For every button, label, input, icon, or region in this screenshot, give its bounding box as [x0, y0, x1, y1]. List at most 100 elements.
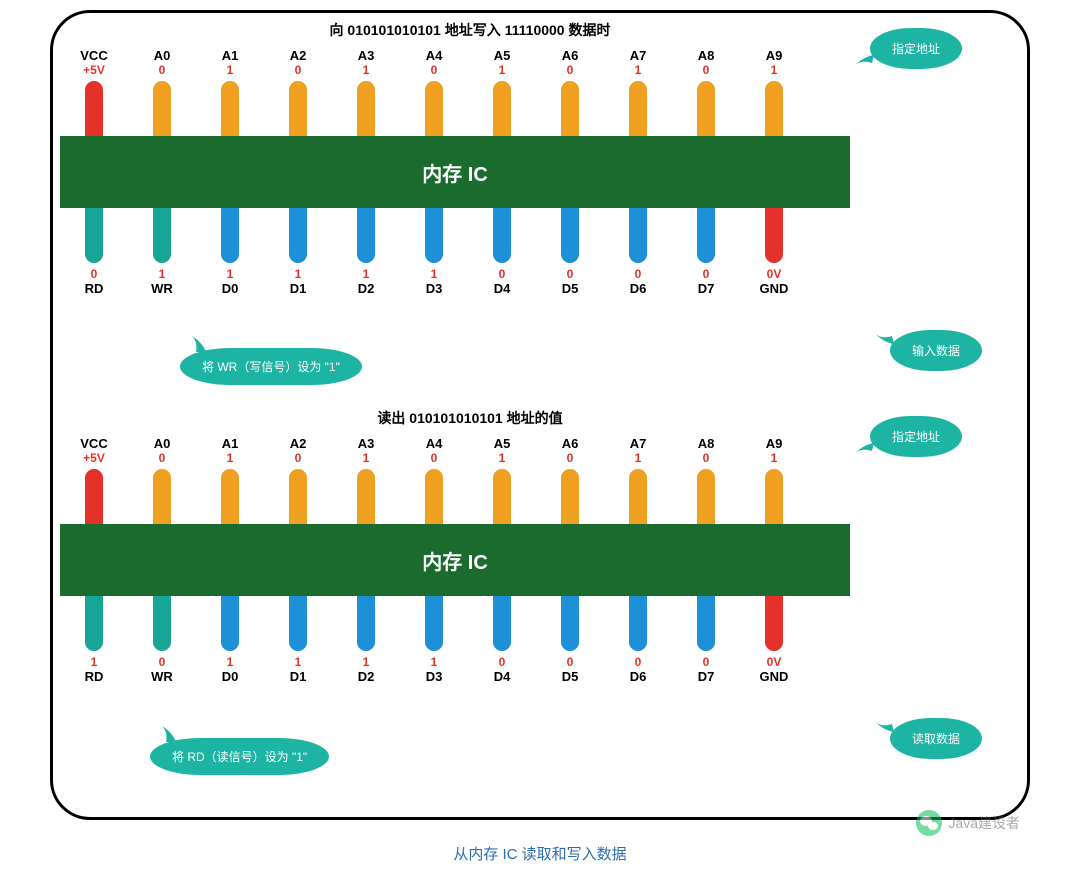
pin-value: 1	[227, 63, 234, 77]
pin-value: 1	[499, 63, 506, 77]
pin-label: A8	[698, 436, 715, 451]
pin-value: 0	[567, 63, 574, 77]
pin-label: WR	[151, 669, 173, 684]
pin-a5: A51	[468, 436, 536, 524]
pin-label: A0	[154, 48, 171, 63]
pin-value: 1	[635, 63, 642, 77]
pin-value: 0	[703, 267, 710, 281]
pin-label: A2	[290, 48, 307, 63]
pin-label: D3	[426, 669, 443, 684]
bubble-data-read: 读取数据	[890, 718, 982, 759]
pin-label: D5	[562, 281, 579, 296]
pin-d0: 1D0	[196, 596, 264, 684]
pin-bar	[153, 81, 171, 136]
pin-bar	[289, 596, 307, 651]
pin-rd: 0RD	[60, 208, 128, 296]
ic-chip: 内存 IC	[60, 136, 850, 208]
pin-label: D5	[562, 669, 579, 684]
pin-bar	[425, 81, 443, 136]
pin-label: D2	[358, 281, 375, 296]
pin-label: D4	[494, 281, 511, 296]
pin-bar	[221, 81, 239, 136]
pin-vcc: VCC+5V	[60, 48, 128, 136]
pin-label: A7	[630, 48, 647, 63]
pin-value: 1	[499, 451, 506, 465]
pin-gnd: 0VGND	[740, 596, 808, 684]
pin-label: A3	[358, 436, 375, 451]
pin-a4: A40	[400, 48, 468, 136]
pin-value: 1	[227, 267, 234, 281]
pin-wr: 1WR	[128, 208, 196, 296]
pin-vcc: VCC+5V	[60, 436, 128, 524]
pin-value: 0	[159, 655, 166, 669]
pin-bar	[697, 596, 715, 651]
pin-value: 1	[295, 267, 302, 281]
pin-label: A5	[494, 436, 511, 451]
pin-value: 0	[499, 267, 506, 281]
pin-value: 0	[567, 451, 574, 465]
pin-value: 1	[363, 451, 370, 465]
pin-bar	[561, 208, 579, 263]
pin-value: +5V	[83, 451, 105, 465]
pin-label: D2	[358, 669, 375, 684]
pin-label: A6	[562, 48, 579, 63]
pin-label: A0	[154, 436, 171, 451]
watermark-text: Java建设者	[948, 813, 1020, 833]
pin-bar	[765, 81, 783, 136]
pin-bar	[629, 208, 647, 263]
pin-a1: A11	[196, 48, 264, 136]
diagram-write: 向 010101010101 地址写入 11110000 数据时 VCC+5VA…	[60, 20, 880, 296]
pin-value: 1	[227, 451, 234, 465]
pin-bar	[153, 208, 171, 263]
pin-bar	[85, 469, 103, 524]
pin-a2: A20	[264, 48, 332, 136]
watermark: Java建设者	[916, 810, 1020, 836]
pin-value: 1	[227, 655, 234, 669]
bubble-rd-note: 将 RD（读信号）设为 "1"	[150, 738, 329, 775]
pin-bar	[289, 469, 307, 524]
pin-a7: A71	[604, 48, 672, 136]
pin-bar	[629, 596, 647, 651]
pin-value: 1	[431, 655, 438, 669]
pin-label: D0	[222, 669, 239, 684]
pin-value: 0	[295, 63, 302, 77]
pin-a1: A11	[196, 436, 264, 524]
pin-value: 1	[363, 655, 370, 669]
pin-bar	[697, 469, 715, 524]
pin-wr: 0WR	[128, 596, 196, 684]
pin-a8: A80	[672, 48, 740, 136]
pin-label: D3	[426, 281, 443, 296]
pin-bar	[357, 596, 375, 651]
pin-bar	[425, 469, 443, 524]
pin-value: 1	[295, 655, 302, 669]
pin-bar	[153, 469, 171, 524]
pin-label: D7	[698, 669, 715, 684]
pin-d7: 0D7	[672, 208, 740, 296]
pin-label: A9	[766, 436, 783, 451]
pin-value: 1	[91, 655, 98, 669]
pin-bar	[697, 208, 715, 263]
diagram-read: 读出 010101010101 地址的值 VCC+5VA00A11A20A31A…	[60, 408, 880, 684]
pin-value: +5V	[83, 63, 105, 77]
pin-bar	[425, 596, 443, 651]
pin-value: 1	[635, 451, 642, 465]
pin-bar	[357, 469, 375, 524]
pin-d3: 1D3	[400, 208, 468, 296]
pin-d2: 1D2	[332, 596, 400, 684]
top-pin-row: VCC+5VA00A11A20A31A40A51A60A71A80A91	[60, 436, 880, 524]
bubble-data-in: 输入数据	[890, 330, 982, 371]
pin-d5: 0D5	[536, 596, 604, 684]
pin-d0: 1D0	[196, 208, 264, 296]
pin-label: A2	[290, 436, 307, 451]
pin-a0: A00	[128, 436, 196, 524]
pin-label: VCC	[80, 436, 107, 451]
pin-label: RD	[85, 281, 104, 296]
pin-bar	[85, 596, 103, 651]
pin-label: A1	[222, 436, 239, 451]
pin-value: 0	[635, 267, 642, 281]
pin-d5: 0D5	[536, 208, 604, 296]
pin-value: 0	[159, 63, 166, 77]
pin-value: 0	[295, 451, 302, 465]
bubble-address: 指定地址	[870, 416, 962, 457]
pin-label: D6	[630, 669, 647, 684]
